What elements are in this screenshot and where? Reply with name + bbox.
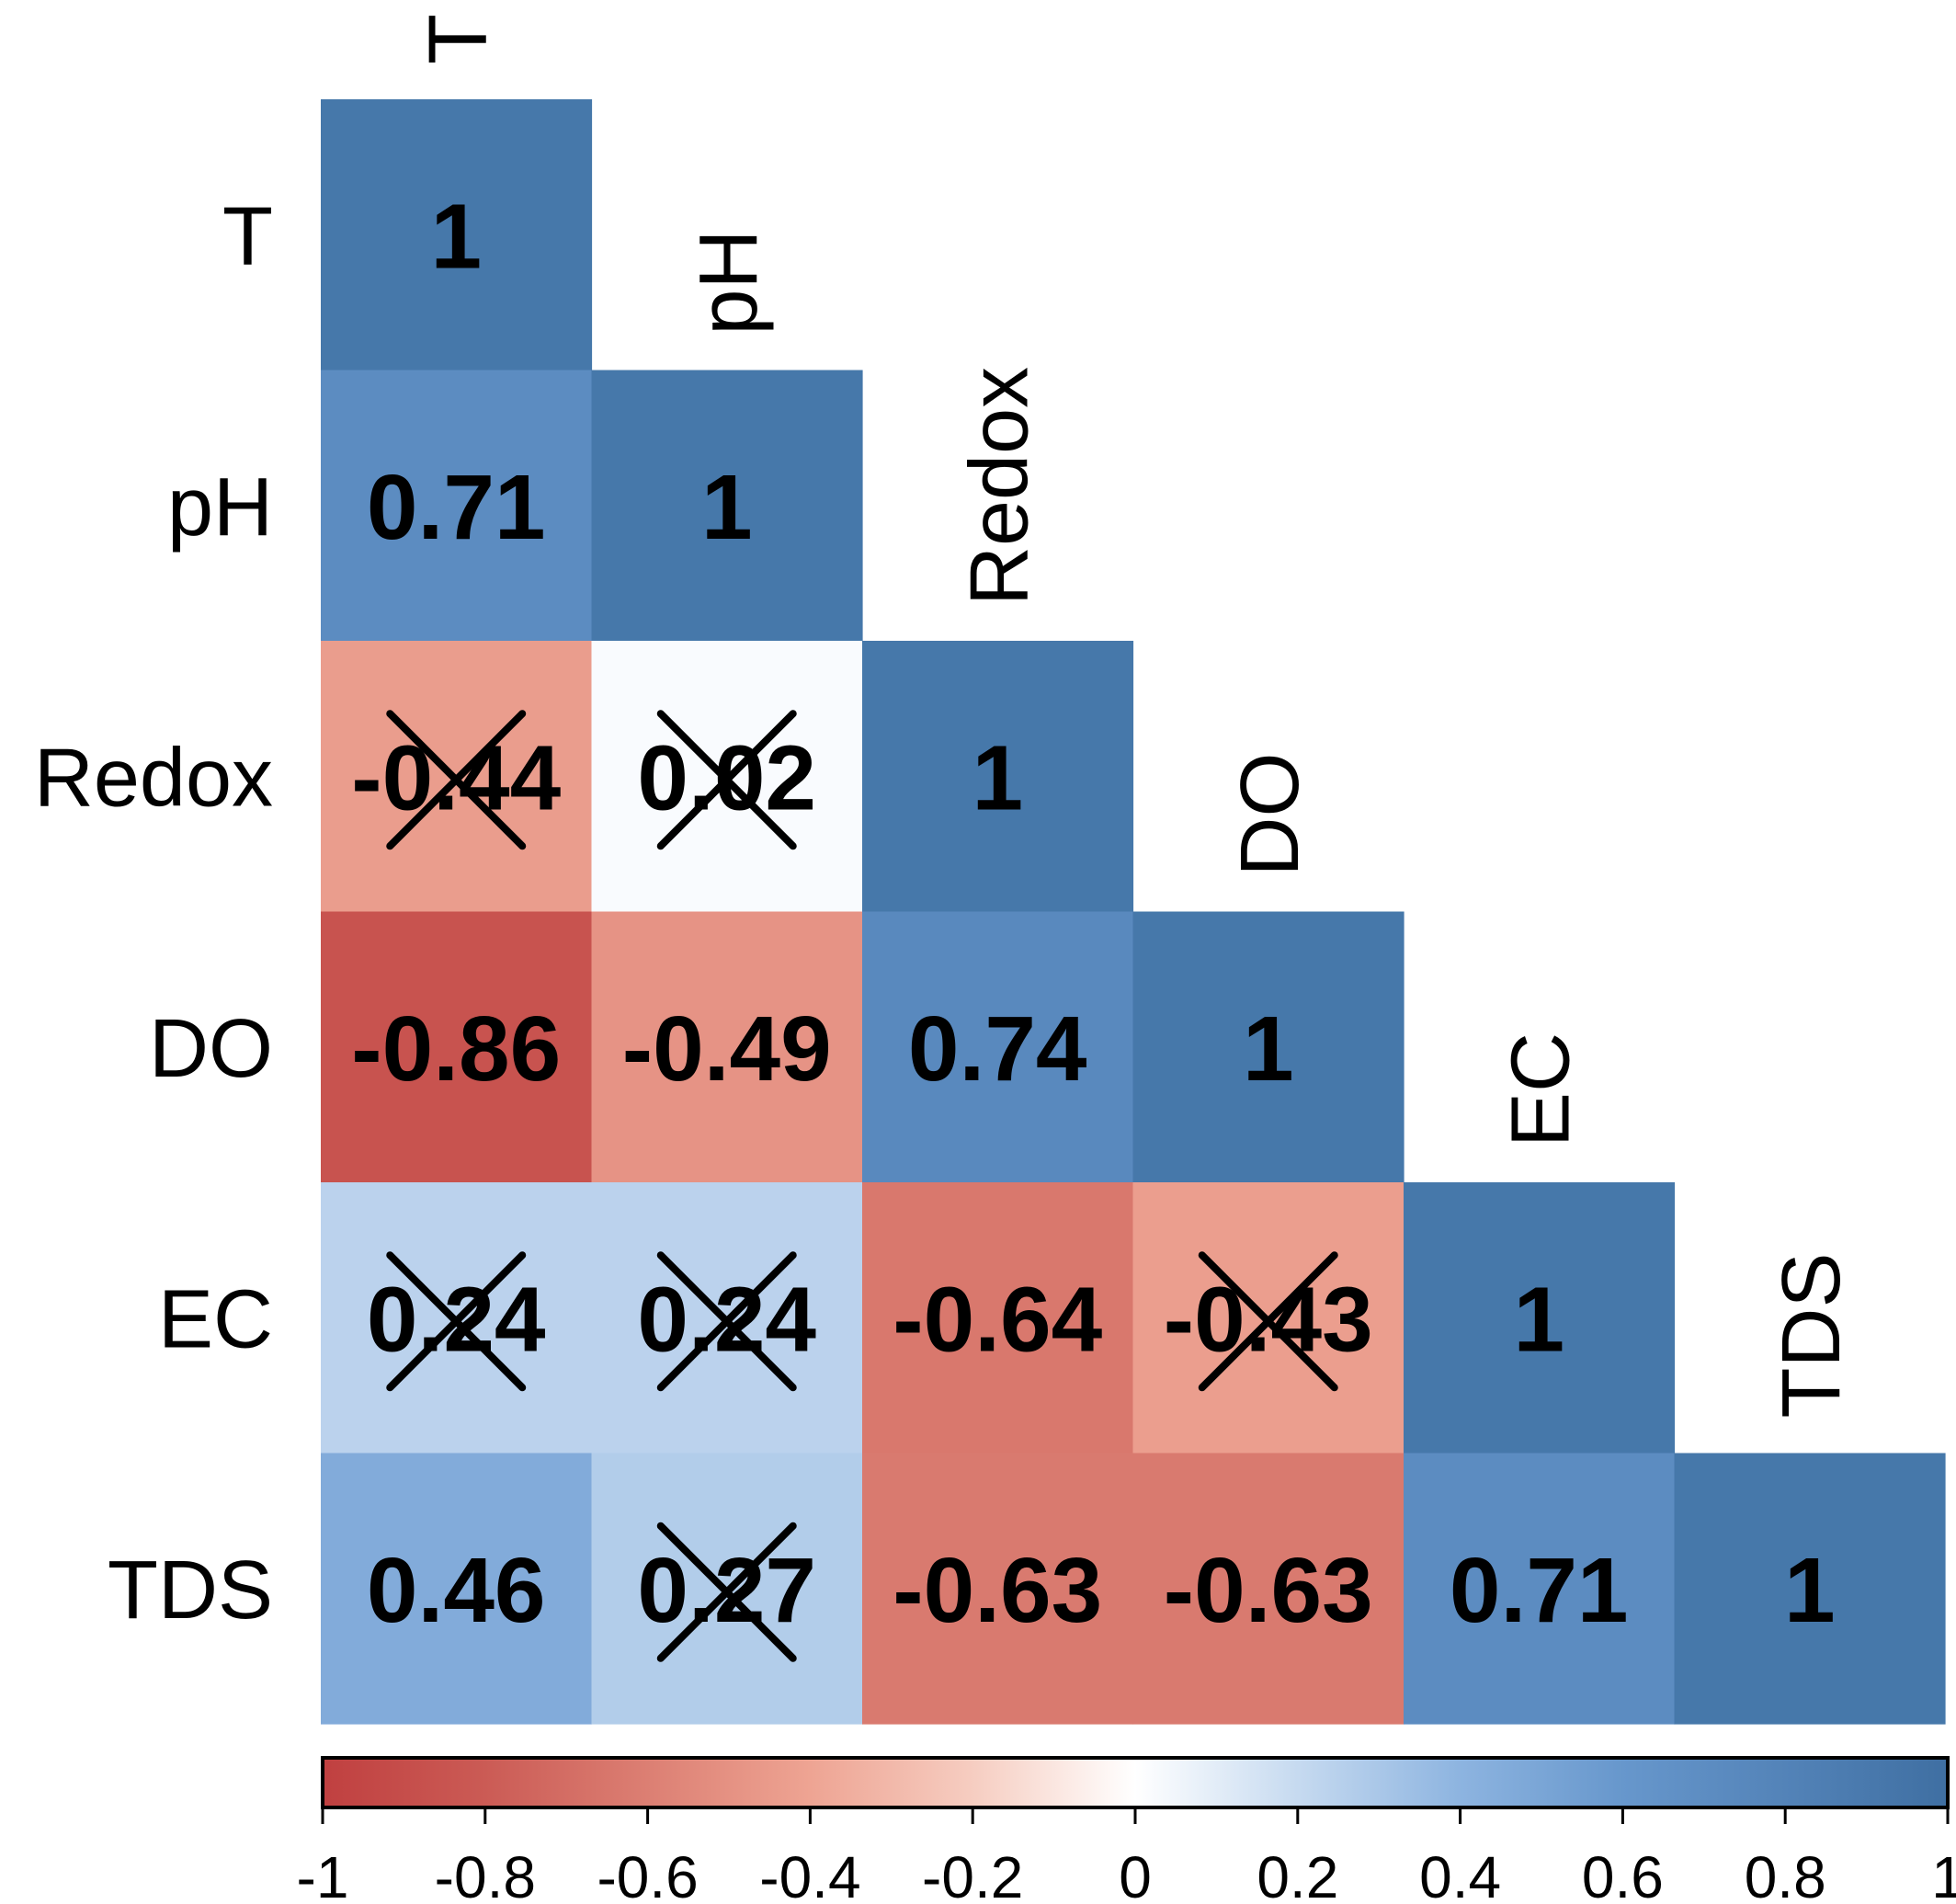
colorbar-tick-label: 0	[1119, 1844, 1152, 1904]
row-label-t: T	[222, 190, 273, 282]
row-label-redox: Redox	[34, 732, 273, 824]
colorbar	[321, 1756, 1950, 1809]
cell-value-label: 0.24	[367, 1268, 546, 1371]
cell-value-label: 1	[430, 185, 482, 288]
cell-value-label: 1	[1784, 1539, 1836, 1642]
heatmap-cell-tds-tds	[1674, 1453, 1946, 1725]
cell-value-label: 0.71	[367, 456, 546, 559]
cell-value-label: 0.71	[1450, 1539, 1629, 1642]
column-label-ph: pH	[683, 229, 775, 335]
heatmap-cell-tds-do	[1132, 1453, 1404, 1725]
cross-mark-line	[656, 710, 797, 850]
row-labels: TpH Redox DO EC TDS	[34, 190, 273, 1636]
colorbar-tick-label: 0.6	[1582, 1844, 1664, 1904]
colorbar-tick-label: -0.2	[922, 1844, 1023, 1904]
row-label-ph: pH	[167, 462, 273, 553]
column-labels: TpH Redox DO EC TDS	[412, 14, 1858, 1418]
cross-mark-line	[386, 710, 527, 850]
cell-value-label: 1	[972, 726, 1023, 829]
cell-value-label: -0.64	[893, 1268, 1102, 1371]
cross-mark-line	[1198, 1251, 1338, 1392]
column-label-t: T	[412, 14, 504, 64]
cell-value-label: 1	[701, 456, 753, 559]
heatmap-cell-tds-redox	[862, 1453, 1134, 1725]
cross-mark-line	[386, 1251, 527, 1392]
insignificance-crosses	[386, 710, 1338, 1662]
colorbar-tick-label: -0.8	[435, 1844, 536, 1904]
heatmap-cell-t-t	[321, 99, 593, 371]
cross-mark-line	[656, 1251, 797, 1392]
cell-value-label: -0.49	[622, 998, 832, 1100]
row-label-do: DO	[149, 1003, 273, 1095]
colorbar-tick-label: -0.4	[759, 1844, 860, 1904]
heatmap-cell-redox-redox	[862, 641, 1134, 913]
column-label-do: DO	[1224, 753, 1316, 877]
cell-value-label: 0.24	[637, 1268, 816, 1371]
cell-value-label: 1	[1243, 998, 1294, 1100]
cell-value-label: -0.63	[1164, 1539, 1373, 1642]
colorbar-tick-label: 0.4	[1419, 1844, 1501, 1904]
cell-value-label: 0.46	[367, 1539, 546, 1642]
heatmap-cell-ph-ph	[591, 370, 863, 642]
cell-value-label: -0.43	[1164, 1268, 1373, 1371]
heatmap-cell-ec-redox	[862, 1182, 1134, 1454]
heatmap-cell-do-redox	[862, 911, 1134, 1183]
heatmap-cell-tds-ec	[1404, 1453, 1676, 1725]
cell-value-label: -0.86	[351, 998, 561, 1100]
cell-value-label: 0.02	[637, 726, 816, 829]
colorbar-tick-label: 0.8	[1745, 1844, 1826, 1904]
heatmap-cells	[321, 99, 1946, 1725]
cross-mark-line	[656, 1522, 797, 1662]
cell-value-label: -0.44	[351, 726, 561, 829]
cell-value-label: 1	[1513, 1268, 1564, 1371]
colorbar-rect	[321, 1756, 1950, 1809]
heatmap-cell-do-do	[1132, 911, 1404, 1183]
colorbar-tick-label: 0.2	[1257, 1844, 1338, 1904]
column-label-redox: Redox	[953, 367, 1045, 606]
heatmap-cell-ph-t	[321, 370, 593, 642]
colorbar-tick-label: -1	[297, 1844, 349, 1904]
cell-value-label: -0.63	[893, 1539, 1102, 1642]
column-label-ec: EC	[1495, 1032, 1586, 1147]
heatmap-cell-tds-t	[321, 1453, 593, 1725]
heatmap-cell-ec-ec	[1404, 1182, 1676, 1454]
heatmap-cell-do-t	[321, 911, 593, 1183]
column-label-tds: TDS	[1766, 1253, 1858, 1419]
colorbar-tick-label: -0.6	[597, 1844, 698, 1904]
colorbar-ticks: -1 -0.8 -0.6 -0.4 -0.2 0 0.2 0.4 0.6 0.8 1	[297, 1807, 1956, 1904]
cell-value-labels: 10.71 1-0.44 0.02 1-0.86 -0.49 0.74 10.24 0.24-…	[351, 185, 1835, 1642]
row-label-tds: TDS	[108, 1545, 273, 1636]
heatmap-cell-do-ph	[591, 911, 863, 1183]
row-label-ec: EC	[158, 1273, 273, 1365]
cell-value-label: 0.27	[637, 1539, 816, 1642]
cell-value-label: 0.74	[908, 998, 1087, 1100]
colorbar-tick-label: 1	[1931, 1844, 1956, 1904]
